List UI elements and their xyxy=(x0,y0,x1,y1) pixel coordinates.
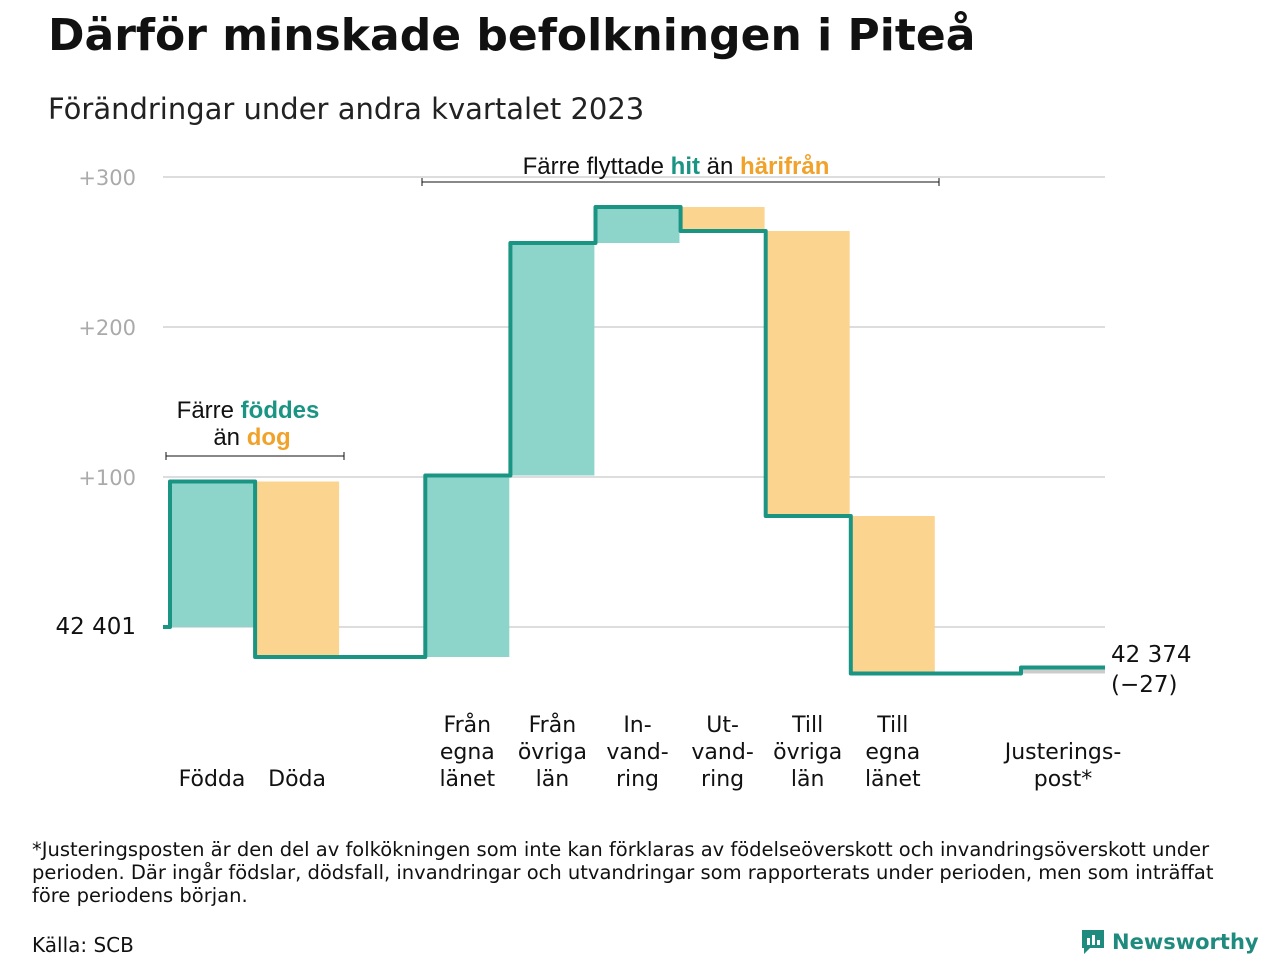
x-category-label: län xyxy=(536,767,570,792)
x-category-label: Till xyxy=(791,713,823,738)
start-value-label: 42 401 xyxy=(56,614,136,640)
x-category-label: Justerings- xyxy=(1003,740,1122,765)
x-category-label: post* xyxy=(1034,767,1093,792)
annotation-highlight-orange: dog xyxy=(247,424,291,451)
x-category-label: Från xyxy=(529,712,577,738)
chart-title: Därför minskade befolkningen i Piteå xyxy=(48,10,976,61)
annotation-text: än xyxy=(700,153,740,180)
x-category-label: Till xyxy=(876,713,908,738)
annotation-text: än xyxy=(213,424,246,451)
x-category-label: Från xyxy=(444,712,492,738)
x-category-label: länet xyxy=(439,767,495,792)
y-tick-label: +200 xyxy=(78,316,136,340)
bar-från-egna-länet xyxy=(425,475,510,657)
x-category-label: län xyxy=(791,767,825,792)
chart-subtitle: Förändringar under andra kvartalet 2023 xyxy=(48,92,645,126)
x-category-label: Födda xyxy=(179,767,246,792)
bar-till-egna-länet xyxy=(850,516,935,674)
annotation-bracket-births xyxy=(165,452,345,460)
x-category-label: egna xyxy=(440,740,495,765)
bar-döda xyxy=(255,481,340,657)
x-category-label: In- xyxy=(623,713,651,738)
step-line xyxy=(163,205,1105,676)
footnote: *Justeringsposten är den del av folkökni… xyxy=(32,838,1214,907)
annotation-highlight-teal: hit xyxy=(671,153,700,180)
end-change-label: (−27) xyxy=(1111,672,1177,698)
annotation-births-line-2: än dog xyxy=(213,424,290,451)
bars xyxy=(170,207,1105,674)
x-category-label: ring xyxy=(616,767,659,792)
cumulative-step-line xyxy=(163,205,1105,676)
brand-name: Newsworthy xyxy=(1112,930,1259,954)
x-category-label: övriga xyxy=(773,740,842,765)
annotation-migration: Färre flyttade hit än härifrån xyxy=(523,153,830,180)
x-category-label: länet xyxy=(865,767,921,792)
annotation-text: Färre flyttade xyxy=(523,153,671,180)
annotation-births-line-1: Färre föddes xyxy=(177,397,320,424)
x-category-label: Ut- xyxy=(706,713,739,738)
annotation-bracket-migration xyxy=(421,178,940,186)
category-labels: Födda DödaFrånegnalänetFrånövrigalänIn-va… xyxy=(179,712,1122,792)
annotations: Färre föddes än dog Färre flyttade hit ä… xyxy=(165,153,940,460)
x-category-label: ring xyxy=(701,767,744,792)
bar-justeringspost- xyxy=(1021,667,1105,674)
bar-ut-vandring xyxy=(680,207,765,231)
x-category-label: vand- xyxy=(691,740,753,765)
brand-logo: Newsworthy xyxy=(1080,928,1259,956)
bar-in-vandring xyxy=(595,207,680,243)
newsworthy-logo-icon xyxy=(1082,930,1104,954)
x-category-label: vand- xyxy=(606,740,668,765)
x-category-label: Döda xyxy=(268,767,326,792)
x-category-label: övriga xyxy=(518,740,587,765)
source-credit: Källa: SCB xyxy=(32,933,134,957)
bar-till-övriga-län xyxy=(765,231,850,516)
bar-från-övriga-län xyxy=(510,243,595,476)
end-value-label: 42 374 xyxy=(1111,642,1191,668)
bar-födda xyxy=(170,481,254,627)
annotation-highlight-orange: härifrån xyxy=(740,153,829,180)
annotation-text: Färre xyxy=(177,397,241,424)
y-tick-label: +100 xyxy=(78,466,136,490)
x-category-label: egna xyxy=(865,740,920,765)
y-tick-label: +300 xyxy=(78,166,136,190)
annotation-highlight-teal: föddes xyxy=(241,397,320,424)
